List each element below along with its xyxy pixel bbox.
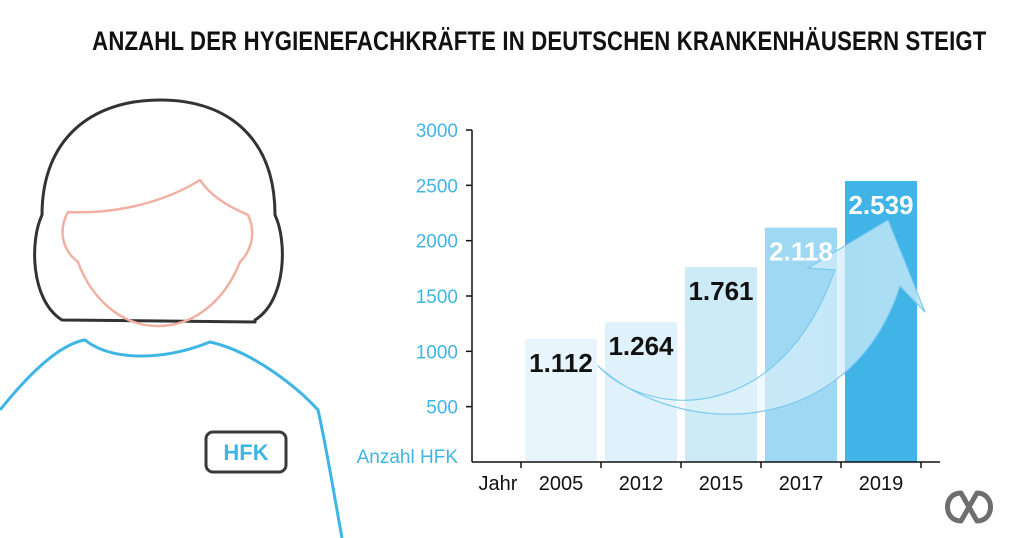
bar-2005 <box>525 338 597 462</box>
y-tick-label-3000: 3000 <box>416 121 458 142</box>
head-outline <box>33 98 284 324</box>
hygiene-specialist-illustration: HFK <box>0 98 344 538</box>
y-tick-label-2500: 2500 <box>416 176 458 197</box>
y-tick-label-1000: 1000 <box>416 342 458 363</box>
x-tick-label-2012: 2012 <box>619 473 664 495</box>
y-tick-label-500: 500 <box>426 398 458 419</box>
x-axis-label: Jahr <box>479 473 518 495</box>
bar-2012 <box>605 322 677 462</box>
growth-arrow <box>597 219 926 415</box>
y-tick-label-1500: 1500 <box>416 287 458 308</box>
bar-value-label-2015: 1.761 <box>688 276 753 306</box>
shoulders-outline <box>0 338 344 538</box>
bar-value-label-2005: 1.112 <box>529 348 593 378</box>
name-badge <box>204 430 288 474</box>
y-axis-label: Anzahl HFK <box>357 447 459 468</box>
face-mask-outline <box>61 178 254 328</box>
x-tick-label-2019: 2019 <box>859 473 904 495</box>
bar-2015 <box>685 267 757 462</box>
y-tick-label-2000: 2000 <box>416 232 458 253</box>
brand-logo-icon <box>945 490 993 524</box>
x-tick-label-2005: 2005 <box>539 473 584 495</box>
bar-value-label-2019: 2.539 <box>848 190 913 220</box>
x-tick-label-2015: 2015 <box>699 473 744 495</box>
x-tick-label-2017: 2017 <box>779 473 824 495</box>
chart-title: ANZAHL DER HYGIENEFACHKRÄFTE IN DEUTSCHE… <box>92 26 987 56</box>
bar-labels-group: 1.112 1.264 1.761 2.118 2.539 <box>529 190 913 378</box>
growth-arrow-shape <box>597 219 926 415</box>
bar-value-label-2012: 1.264 <box>608 331 674 361</box>
bar-value-label-2017: 2.118 <box>769 237 833 267</box>
name-badge-text: HFK <box>223 440 268 465</box>
axes-group: 2005 2012 2015 2017 2019 500 1000 1500 2000 2500 3… <box>416 121 940 495</box>
